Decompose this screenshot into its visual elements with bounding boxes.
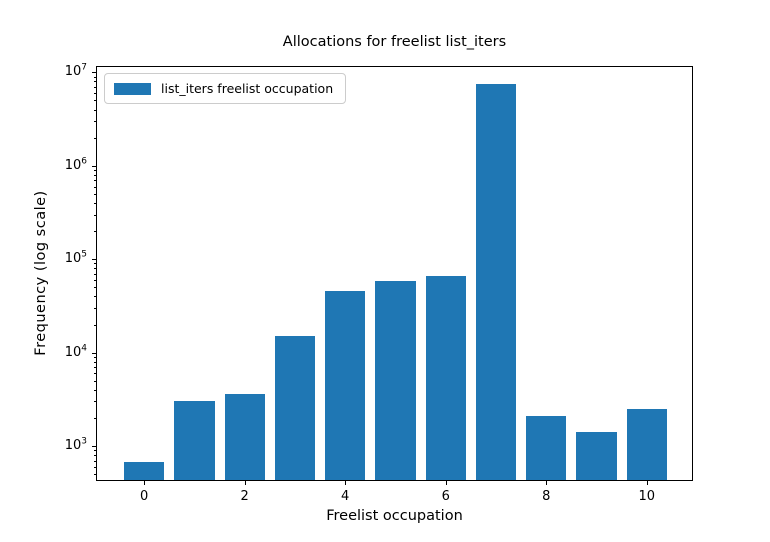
y-minor-tick	[93, 93, 96, 94]
x-tick-label: 8	[542, 489, 551, 504]
y-minor-tick	[93, 81, 96, 83]
y-minor-tick	[93, 367, 96, 369]
y-minor-tick	[93, 100, 96, 102]
bar	[274, 335, 316, 480]
y-minor-tick	[93, 170, 96, 171]
bar	[425, 275, 466, 480]
y-minor-tick	[93, 380, 96, 382]
y-minor-tick	[93, 174, 96, 176]
y-tick	[92, 259, 96, 261]
legend: list_iters freelist occupation	[104, 73, 347, 104]
y-minor-tick	[93, 455, 96, 457]
y-minor-tick	[93, 279, 96, 281]
y-minor-tick	[93, 202, 96, 204]
y-tick	[92, 352, 96, 354]
x-tick	[445, 481, 447, 485]
bar	[626, 409, 667, 480]
y-minor-tick	[93, 268, 96, 270]
bar	[375, 280, 416, 480]
x-tick-label: 10	[638, 489, 656, 504]
y-minor-tick	[93, 474, 96, 476]
x-axis-label: Freelist occupation	[326, 508, 463, 524]
bar	[475, 83, 517, 480]
y-minor-tick	[93, 273, 96, 275]
x-tick-label: 6	[441, 489, 450, 504]
bar	[576, 431, 617, 480]
y-minor-tick	[93, 389, 96, 391]
y-minor-tick	[93, 401, 96, 403]
y-axis-label: Frequency (log scale)	[33, 190, 49, 356]
y-minor-tick	[93, 231, 96, 232]
x-tick	[345, 481, 347, 485]
y-minor-tick	[93, 324, 96, 326]
x-tick-label: 4	[341, 489, 350, 504]
y-tick	[92, 165, 96, 167]
x-tick-label: 0	[140, 489, 149, 504]
chart-title: Allocations for freelist list_iters	[282, 34, 507, 50]
bar	[224, 394, 265, 480]
y-tick-label: 103	[64, 436, 87, 453]
y-minor-tick	[93, 296, 96, 298]
x-tick-label: 2	[240, 489, 249, 504]
y-minor-tick	[93, 417, 96, 419]
y-tick-label: 106	[64, 156, 87, 173]
y-minor-tick	[93, 137, 96, 139]
y-minor-tick	[93, 361, 96, 363]
y-minor-tick	[93, 450, 96, 452]
y-minor-tick	[93, 214, 96, 216]
y-minor-tick	[93, 373, 96, 375]
y-minor-tick	[93, 308, 96, 309]
y-minor-tick	[93, 180, 96, 182]
bar	[325, 290, 366, 480]
bar	[124, 461, 165, 480]
plot-area: list_iters freelist occupation 0 2 4 6 8 10 10…	[65, 63, 693, 504]
bar	[174, 400, 215, 480]
x-tick	[244, 481, 246, 485]
y-minor-tick	[93, 86, 96, 88]
y-minor-tick	[93, 193, 96, 195]
y-tick-label: 104	[64, 343, 87, 360]
legend-swatch	[114, 82, 151, 95]
y-tick-label: 105	[64, 249, 87, 267]
y-tick	[92, 72, 96, 74]
x-tick	[546, 481, 548, 485]
y-minor-tick	[93, 466, 96, 468]
y-tick-label: 107	[64, 62, 87, 80]
y-tick	[92, 446, 96, 447]
x-tick	[646, 481, 648, 485]
y-minor-tick	[93, 121, 96, 123]
y-minor-tick	[93, 76, 96, 78]
x-tick	[144, 481, 146, 485]
y-minor-tick	[93, 356, 96, 358]
y-minor-tick	[93, 263, 96, 265]
legend-label: list_iters freelist occupation	[161, 81, 334, 96]
bar	[526, 415, 567, 480]
y-minor-tick	[93, 186, 96, 188]
y-minor-tick	[93, 287, 96, 289]
y-minor-tick	[93, 109, 96, 111]
y-minor-tick	[93, 460, 96, 462]
